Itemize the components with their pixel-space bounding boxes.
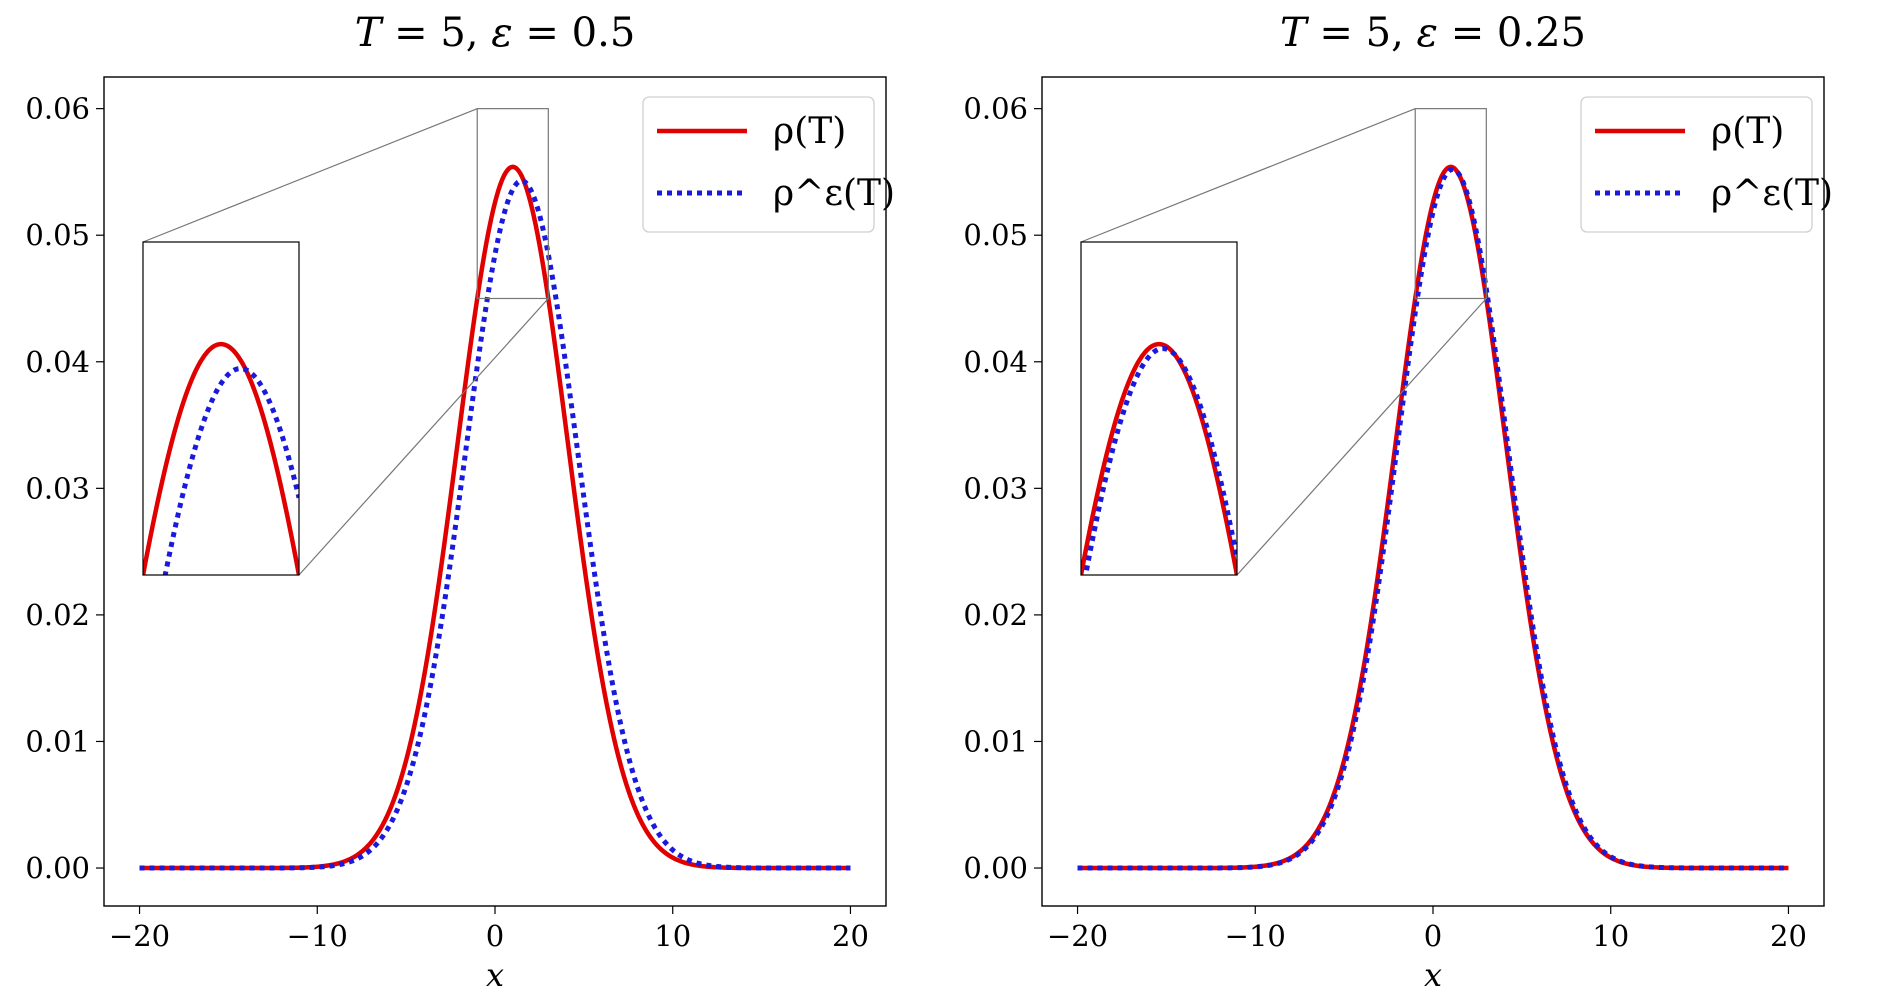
y-tick-label: 0.05 [963, 218, 1028, 252]
x-tick-label: 10 [1592, 919, 1629, 953]
inset-series-line-rho [1081, 341, 1237, 575]
title-eps-value: = 0.5 [513, 10, 636, 56]
panel-1: T = 5, ε = 0.5 −20 −10 0 10 20 0.00 0.01 0.02 0.0… [25, 10, 895, 994]
x-tick-label: −20 [1047, 919, 1108, 953]
y-tick-label: 0.04 [963, 345, 1028, 379]
inset-background [143, 242, 299, 575]
title-t-var: T [355, 10, 385, 56]
y-tick-label: 0.02 [963, 598, 1028, 632]
inset-plot-area [1081, 341, 1237, 575]
title-eps-value: = 0.25 [1438, 10, 1586, 56]
legend: ρ(T) ρ^ε(T) [642, 96, 895, 233]
title-t-var: T [1280, 10, 1310, 56]
zoom-region-box [476, 108, 549, 300]
zoom-region-box [1414, 108, 1487, 300]
inset-series-line-rho [143, 341, 299, 575]
inset-connector-line [142, 108, 478, 243]
x-axis-label: x [486, 956, 504, 994]
plot-area [1077, 164, 1789, 871]
inset-frame [142, 241, 300, 576]
series-line-rho [139, 164, 851, 871]
x-axis-label: x [1424, 956, 1442, 994]
y-tick-label: 0.00 [963, 851, 1028, 885]
legend: ρ(T) ρ^ε(T) [1580, 96, 1833, 233]
title-eps-var: ε [1417, 10, 1438, 56]
y-tick-label: 0.03 [963, 471, 1028, 505]
x-tick-label: −20 [109, 919, 170, 953]
legend-label-rho-eps: ρ^ε(T) [1711, 173, 1833, 214]
y-tick-label: 0.04 [25, 345, 90, 379]
panel-2: T = 5, ε = 0.25 −20 −10 0 10 20 0.00 0.01 0.02 0.… [963, 10, 1833, 994]
y-tick-label: 0.01 [963, 724, 1028, 758]
y-tick-label: 0.00 [25, 851, 90, 885]
title-t-value: = 5, [381, 10, 491, 56]
legend-label-rho-eps: ρ^ε(T) [773, 173, 895, 214]
x-tick-label: 20 [832, 919, 869, 953]
y-tick-label: 0.05 [25, 218, 90, 252]
y-tick-label: 0.06 [963, 92, 1028, 126]
inset-background [1081, 242, 1237, 575]
x-tick-label: −10 [287, 919, 348, 953]
chart-title: T = 5, ε = 0.25 [1280, 10, 1586, 56]
x-tick-label: 0 [486, 919, 504, 953]
series-line-rho-eps [1077, 166, 1789, 871]
chart-title: T = 5, ε = 0.5 [355, 10, 636, 56]
inset-connector-line [1080, 108, 1416, 243]
inset-plot-area [143, 341, 299, 575]
y-tick-label: 0.03 [25, 471, 90, 505]
inset-connector-line [298, 298, 549, 576]
legend-label-rho: ρ(T) [773, 111, 846, 152]
y-tick-label: 0.01 [25, 724, 90, 758]
x-tick-label: 0 [1424, 919, 1442, 953]
title-eps-var: ε [491, 10, 512, 56]
x-tick-label: −10 [1225, 919, 1286, 953]
inset-connector-line [1236, 298, 1487, 576]
inset-frame [1080, 241, 1238, 576]
x-tick-label: 10 [654, 919, 691, 953]
legend-label-rho: ρ(T) [1711, 111, 1784, 152]
y-tick-label: 0.06 [25, 92, 90, 126]
x-tick-label: 20 [1770, 919, 1807, 953]
plot-area [139, 164, 851, 871]
inset-series-line-rho-eps [162, 366, 299, 575]
title-t-value: = 5, [1307, 10, 1417, 56]
y-tick-label: 0.02 [25, 598, 90, 632]
